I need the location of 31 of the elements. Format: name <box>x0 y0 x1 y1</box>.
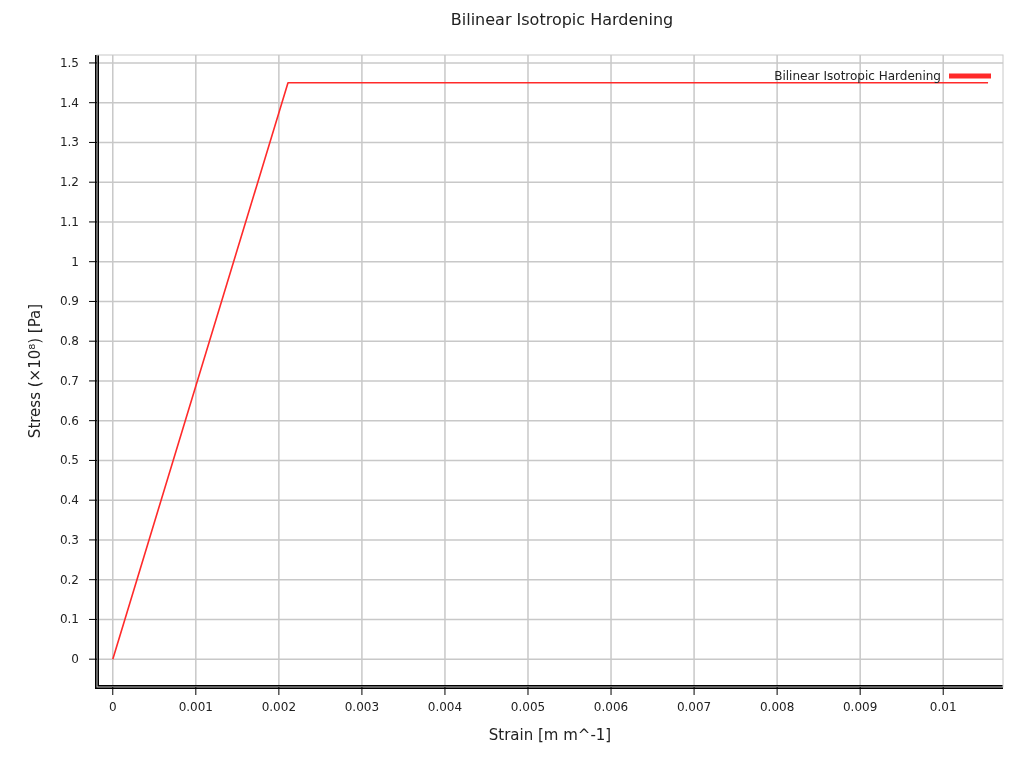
y-axis-title: Stress (×10⁸) [Pa] <box>26 303 44 439</box>
x-tick-label: 0.006 <box>593 700 629 714</box>
x-tick-label: 0.003 <box>344 700 380 714</box>
x-tick-label: 0.009 <box>842 700 878 714</box>
y-tick-label: 0.7 <box>59 373 79 388</box>
x-tick-label: 0.01 <box>929 700 957 714</box>
x-tick-label: 0.002 <box>261 700 297 714</box>
y-tick-label: 0.3 <box>59 532 79 547</box>
y-tick-label: 1 <box>71 254 79 269</box>
y-tick-label: 1.2 <box>59 175 79 190</box>
y-tick-label: 1.3 <box>59 135 79 150</box>
y-tick-label: 0.9 <box>59 294 79 309</box>
y-tick-label: 1.4 <box>59 95 79 110</box>
x-axis-title: Strain [m m^-1] <box>488 726 612 744</box>
y-tick-label: 0.4 <box>59 493 79 508</box>
y-tick-label: 0 <box>71 652 79 667</box>
y-tick-label: 1.5 <box>59 55 79 70</box>
x-tick-label: 0.004 <box>427 700 463 714</box>
x-tick-label: 0.005 <box>510 700 546 714</box>
y-tick-label: 0.5 <box>59 453 79 468</box>
y-tick-label: 1.1 <box>59 214 79 229</box>
y-tick-label: 0.1 <box>59 612 79 627</box>
y-tick-label: 0.2 <box>59 572 79 587</box>
legend-label: Bilinear Isotropic Hardening <box>774 69 941 83</box>
y-tick-label: 0.6 <box>59 413 79 428</box>
x-tick-label: 0.008 <box>759 700 795 714</box>
x-tick-label: 0.001 <box>178 700 213 714</box>
x-tick-label: 0.007 <box>676 700 712 714</box>
y-tick-label: 0.8 <box>59 334 79 349</box>
chart-title: Bilinear Isotropic Hardening <box>450 10 674 29</box>
x-tick-label: 0 <box>108 700 117 714</box>
